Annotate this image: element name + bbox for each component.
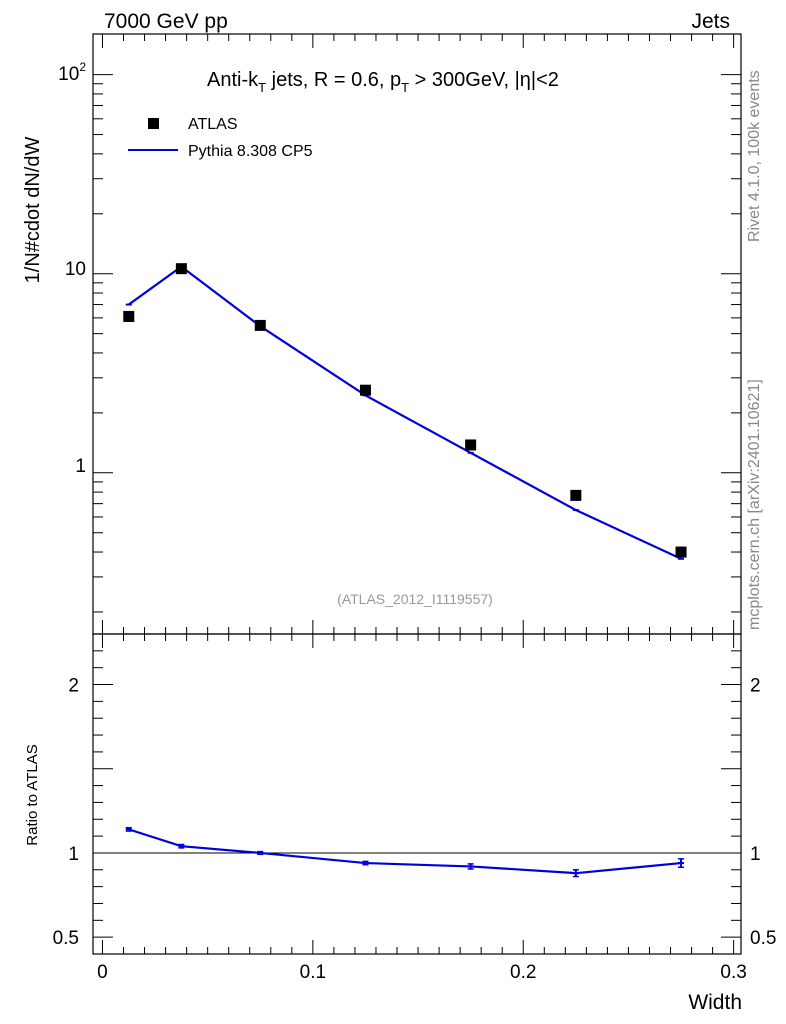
y-tick-label-10: 10: [65, 259, 86, 280]
x-tick-label: 0.3: [720, 962, 746, 983]
x-axis-label: Width: [688, 991, 742, 1014]
ratio-y-tick-label-right: 2: [750, 676, 761, 697]
legend-atlas-marker: [148, 118, 159, 129]
y-axis-label: 1/N#cdot dN/dW: [22, 137, 44, 284]
plot-area: [93, 263, 741, 878]
axis-ticks: 0 0.1 0.2 0.30.5 0.51 12 2: [53, 34, 776, 983]
legend-atlas-label: ATLAS: [188, 116, 238, 133]
header-right: Jets: [691, 10, 730, 33]
atlas-data-point: [675, 546, 687, 558]
ratio-y-tick-label: 1: [68, 844, 79, 865]
x-tick-label: 0: [97, 962, 108, 983]
header-left: 7000 GeV pp: [104, 10, 228, 33]
analysis-watermark: (ATLAS_2012_I1119557): [337, 591, 493, 607]
pythia-series-line: [128, 265, 682, 560]
atlas-data-point: [465, 439, 477, 451]
ratio-series-line: [128, 828, 682, 875]
atlas-data-point: [175, 263, 187, 275]
ratio-y-tick-label-right: 0.5: [750, 928, 776, 949]
ratio-y-tick-label-right: 1: [750, 844, 761, 865]
legend-pythia-label: Pythia 8.308 CP5: [188, 143, 313, 160]
y-tick-label-100: 102: [58, 60, 86, 85]
y-tick-label-1: 1: [75, 456, 86, 477]
ratio-y-tick-label: 2: [68, 676, 79, 697]
x-tick-label: 0.2: [510, 962, 536, 983]
atlas-data-point: [123, 310, 135, 322]
ratio-y-tick-label: 0.5: [53, 928, 79, 949]
ratio-panel-frame: [92, 633, 742, 955]
atlas-data-point: [570, 489, 582, 501]
ratio-y-axis-label: Ratio to ATLAS: [24, 744, 41, 845]
chart-title: Anti-kT jets, R = 0.6, pT > 300GeV, |η|<…: [207, 69, 559, 95]
atlas-data-point: [359, 384, 371, 396]
x-tick-label: 0.1: [300, 962, 326, 983]
atlas-data-point: [254, 319, 266, 331]
